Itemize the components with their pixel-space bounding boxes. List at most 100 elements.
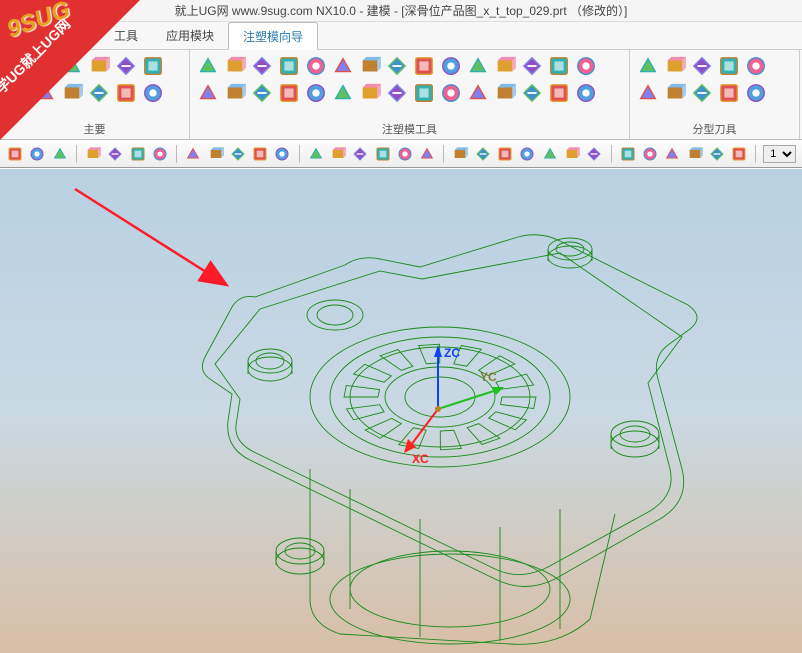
ribbon-tool-icon[interactable] bbox=[250, 81, 274, 105]
ribbon-tool-icon[interactable] bbox=[439, 54, 463, 78]
ribbon-tool-icon[interactable] bbox=[717, 54, 741, 78]
menu-tab-2[interactable]: 注塑模向导 bbox=[228, 22, 318, 50]
ribbon-tool-icon[interactable] bbox=[87, 54, 111, 78]
ribbon-tool-icon[interactable] bbox=[663, 81, 687, 105]
ribbon-tool-icon[interactable] bbox=[277, 81, 301, 105]
ribbon-tool-icon[interactable] bbox=[331, 54, 355, 78]
ribbon-tool-icon[interactable] bbox=[690, 54, 714, 78]
quickbar-icon[interactable] bbox=[563, 144, 581, 164]
ribbon-panel-2: 分型刀具 bbox=[630, 50, 800, 139]
separator bbox=[176, 145, 177, 163]
quickbar-icon[interactable] bbox=[84, 144, 102, 164]
ribbon-tool-icon[interactable] bbox=[277, 54, 301, 78]
ribbon-tool-icon[interactable] bbox=[87, 81, 111, 105]
ribbon-tool-icon[interactable] bbox=[331, 81, 355, 105]
quickbar-icon[interactable] bbox=[51, 144, 69, 164]
ribbon-tool-icon[interactable] bbox=[114, 81, 138, 105]
quickbar-selector[interactable]: 1 bbox=[763, 145, 796, 163]
ribbon-tool-icon[interactable] bbox=[358, 54, 382, 78]
ribbon-tool-icon[interactable] bbox=[493, 81, 517, 105]
ribbon-tool-icon[interactable] bbox=[636, 54, 660, 78]
quickbar-icon[interactable] bbox=[685, 144, 703, 164]
separator bbox=[755, 145, 756, 163]
quickbar-icon[interactable] bbox=[329, 144, 347, 164]
ribbon-tool-icon[interactable] bbox=[547, 54, 571, 78]
quickbar-icon[interactable] bbox=[373, 144, 391, 164]
window-title: 就上UG网 www.9sug.com NX10.0 - 建模 - [深骨位产品图… bbox=[0, 0, 802, 22]
quickbar-icon[interactable] bbox=[474, 144, 492, 164]
quickbar-icon[interactable] bbox=[451, 144, 469, 164]
separator bbox=[443, 145, 444, 163]
ribbon-tool-icon[interactable] bbox=[141, 54, 165, 78]
ribbon-tool-icon[interactable] bbox=[663, 54, 687, 78]
quickbar-icon[interactable] bbox=[151, 144, 169, 164]
ribbon-panel-label: 注塑模工具 bbox=[190, 120, 629, 139]
ribbon-tool-icon[interactable] bbox=[141, 81, 165, 105]
separator bbox=[76, 145, 77, 163]
quickbar-icon[interactable] bbox=[128, 144, 146, 164]
ribbon-tool-icon[interactable] bbox=[304, 81, 328, 105]
quickbar-icon[interactable] bbox=[229, 144, 247, 164]
ribbon: 主要注塑模工具分型刀具 bbox=[0, 50, 802, 140]
ribbon-tool-icon[interactable] bbox=[717, 81, 741, 105]
ribbon-tool-icon[interactable] bbox=[520, 54, 544, 78]
ribbon-tool-icon[interactable] bbox=[439, 81, 463, 105]
ribbon-tool-icon[interactable] bbox=[466, 54, 490, 78]
quickbar-icon[interactable] bbox=[106, 144, 124, 164]
quickbar-icon[interactable] bbox=[518, 144, 536, 164]
svg-text:ZC: ZC bbox=[444, 346, 460, 360]
ribbon-tool-icon[interactable] bbox=[744, 81, 768, 105]
menu-tab-0[interactable]: 工具 bbox=[100, 22, 152, 49]
ribbon-tool-icon[interactable] bbox=[385, 81, 409, 105]
ribbon-tool-icon[interactable] bbox=[223, 54, 247, 78]
ribbon-tool-icon[interactable] bbox=[304, 54, 328, 78]
ribbon-tool-icon[interactable] bbox=[690, 81, 714, 105]
ribbon-tool-icon[interactable] bbox=[33, 54, 57, 78]
quickbar-icon[interactable] bbox=[418, 144, 436, 164]
ribbon-tool-icon[interactable] bbox=[574, 81, 598, 105]
menu-tab-1[interactable]: 应用模块 bbox=[152, 22, 228, 49]
quickbar-icon[interactable] bbox=[730, 144, 748, 164]
quickbar-icon[interactable] bbox=[641, 144, 659, 164]
ribbon-tool-icon[interactable] bbox=[493, 54, 517, 78]
ribbon-tool-icon[interactable] bbox=[33, 81, 57, 105]
quickbar-icon[interactable] bbox=[618, 144, 636, 164]
ribbon-tool-icon[interactable] bbox=[60, 54, 84, 78]
ribbon-tool-icon[interactable] bbox=[744, 54, 768, 78]
ribbon-panel-label: 主要 bbox=[0, 120, 189, 139]
ribbon-tool-icon[interactable] bbox=[6, 54, 30, 78]
ribbon-tool-icon[interactable] bbox=[547, 81, 571, 105]
quickbar-icon[interactable] bbox=[28, 144, 46, 164]
quickbar-icon[interactable] bbox=[663, 144, 681, 164]
ribbon-tool-icon[interactable] bbox=[358, 81, 382, 105]
ribbon-tool-icon[interactable] bbox=[223, 81, 247, 105]
ribbon-tool-icon[interactable] bbox=[114, 54, 138, 78]
viewport-3d[interactable]: ZC YC XC bbox=[0, 169, 802, 653]
ribbon-tool-icon[interactable] bbox=[385, 54, 409, 78]
quickbar-icon[interactable] bbox=[6, 144, 24, 164]
quickbar-icon[interactable] bbox=[273, 144, 291, 164]
ribbon-tool-icon[interactable] bbox=[6, 81, 30, 105]
quickbar-icon[interactable] bbox=[351, 144, 369, 164]
quickbar-icon[interactable] bbox=[307, 144, 325, 164]
quickbar-icon[interactable] bbox=[251, 144, 269, 164]
quickbar-icon[interactable] bbox=[206, 144, 224, 164]
ribbon-tool-icon[interactable] bbox=[466, 81, 490, 105]
ribbon-tool-icon[interactable] bbox=[60, 81, 84, 105]
ribbon-tool-icon[interactable] bbox=[196, 54, 220, 78]
quickbar-icon[interactable] bbox=[541, 144, 559, 164]
quickbar-icon[interactable] bbox=[496, 144, 514, 164]
ribbon-tool-icon[interactable] bbox=[412, 54, 436, 78]
ribbon-tool-icon[interactable] bbox=[636, 81, 660, 105]
annotation-arrow bbox=[75, 189, 225, 284]
ribbon-tool-icon[interactable] bbox=[574, 54, 598, 78]
ribbon-tool-icon[interactable] bbox=[412, 81, 436, 105]
quickbar-icon[interactable] bbox=[396, 144, 414, 164]
quickbar-icon[interactable] bbox=[585, 144, 603, 164]
ribbon-tool-icon[interactable] bbox=[250, 54, 274, 78]
quickbar-icon[interactable] bbox=[708, 144, 726, 164]
ribbon-tool-icon[interactable] bbox=[520, 81, 544, 105]
ribbon-tool-icon[interactable] bbox=[196, 81, 220, 105]
quickbar-icon[interactable] bbox=[184, 144, 202, 164]
separator bbox=[299, 145, 300, 163]
